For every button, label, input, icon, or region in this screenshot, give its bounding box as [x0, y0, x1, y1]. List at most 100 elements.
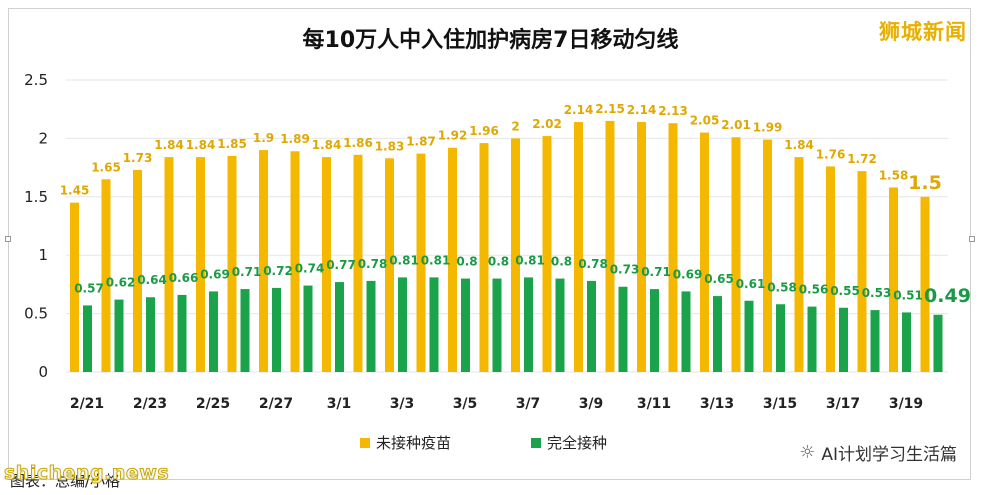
bar-unvaccinated — [511, 138, 520, 372]
x-tick-label: 2/23 — [133, 396, 167, 412]
data-label-unvaccinated: 1.76 — [816, 147, 846, 161]
data-label-vaccinated: 0.58 — [767, 280, 797, 294]
wechat-account: ☼ AI计划学习生活篇 — [799, 440, 957, 465]
data-label-unvaccinated: 2.05 — [690, 114, 720, 128]
legend: 未接种疫苗 完全接种 — [360, 432, 607, 453]
data-label-vaccinated: 0.72 — [263, 264, 293, 278]
bar-vaccinated — [492, 278, 502, 372]
data-label-vaccinated: 0.8 — [456, 255, 477, 269]
x-axis-ticks: 2/21 2/23 2/25 2/27 3/1 3/3 3/5 3/7 3/9 3/11 3/13 3… — [70, 396, 923, 412]
bar-vaccinated — [146, 297, 155, 372]
data-label-unvaccinated: 1.45 — [60, 184, 90, 198]
bar-vaccinated — [303, 285, 313, 372]
data-label-vaccinated: 0.56 — [799, 283, 829, 297]
data-label-vaccinated: 0.53 — [862, 286, 892, 300]
data-label-unvaccinated: 1.87 — [406, 135, 436, 149]
bar-vaccinated — [240, 289, 250, 372]
bar-vaccinated — [366, 280, 376, 372]
data-label-unvaccinated: 1.84 — [154, 138, 184, 152]
x-tick-label: 3/11 — [637, 396, 671, 412]
data-label-vaccinated: 0.78 — [578, 257, 608, 271]
data-label-unvaccinated: 2.15 — [595, 102, 625, 116]
bar-unvaccinated — [353, 154, 363, 372]
bar-unvaccinated — [101, 179, 111, 372]
bar-unvaccinated — [731, 137, 741, 372]
resize-handle-right[interactable] — [969, 236, 975, 242]
x-tick-label: 3/13 — [700, 396, 734, 412]
data-label-vaccinated: 0.66 — [169, 271, 199, 285]
bar-unvaccinated — [385, 158, 394, 372]
data-label-unvaccinated: 2.01 — [721, 118, 751, 132]
x-tick-label: 3/3 — [390, 396, 415, 412]
data-label-unvaccinated: 2.14 — [627, 103, 657, 117]
y-tick-label: 2 — [38, 129, 48, 147]
data-label-unvaccinated: 1.96 — [469, 124, 499, 138]
bar-unvaccinated — [259, 150, 268, 372]
bar-vaccinated — [744, 300, 754, 372]
data-label-unvaccinated: 1.65 — [91, 160, 121, 174]
data-label-vaccinated: 0.65 — [704, 272, 734, 286]
bar-vaccinated — [681, 291, 691, 372]
bar-vaccinated — [272, 287, 281, 372]
x-tick-label: 3/1 — [327, 396, 352, 412]
data-label-vaccinated: 0.57 — [74, 281, 104, 295]
data-label-vaccinated: 0.81 — [515, 253, 545, 267]
bar-unvaccinated — [574, 122, 583, 372]
x-tick-label: 2/21 — [70, 396, 104, 412]
bar-unvaccinated — [889, 187, 898, 372]
y-axis-ticks: 0 0.5 1 1.5 2 2.5 — [24, 71, 48, 381]
data-label-unvaccinated: 1.83 — [375, 139, 405, 153]
data-label-vaccinated: 0.81 — [421, 253, 451, 267]
bar-unvaccinated — [196, 157, 205, 372]
data-labels: 1.45 0.57 1.65 0.62 1.73 0.64 1.84 0.66 1.84 0.69… — [60, 102, 971, 307]
legend-swatch-vaccinated — [531, 437, 542, 448]
source-credit: 图表：总编/小格 — [10, 472, 121, 490]
data-label-vaccinated: 0.69 — [673, 267, 703, 281]
bar-unvaccinated — [668, 123, 678, 372]
data-label-vaccinated: 0.74 — [295, 262, 325, 276]
data-label-vaccinated: 0.62 — [106, 276, 136, 290]
bar-vaccinated — [524, 277, 533, 372]
bar-unvaccinated — [857, 171, 867, 372]
y-tick-label: 1 — [38, 246, 48, 264]
y-tick-label: 2.5 — [24, 71, 48, 89]
x-tick-label: 3/17 — [826, 396, 860, 412]
bar-unvaccinated — [700, 132, 709, 372]
bar-vaccinated — [587, 280, 596, 372]
x-tick-label: 3/19 — [889, 396, 923, 412]
bar-unvaccinated — [164, 157, 174, 372]
data-label-vaccinated: 0.71 — [641, 265, 671, 279]
legend-label-vaccinated: 完全接种 — [547, 434, 608, 452]
x-tick-label: 3/9 — [579, 396, 604, 412]
data-label-vaccinated: 0.8 — [488, 255, 509, 269]
wechat-account-name: AI计划学习生活篇 — [821, 445, 957, 465]
data-label-vaccinated: 0.64 — [137, 273, 167, 287]
x-tick-label: 3/5 — [453, 396, 478, 412]
legend-item-unvaccinated: 未接种疫苗 — [360, 432, 451, 453]
bar-vaccinated — [461, 278, 470, 372]
data-label-vaccinated: 0.49 — [924, 285, 971, 307]
resize-handle-left[interactable] — [5, 236, 11, 242]
x-tick-label: 3/7 — [516, 396, 541, 412]
data-label-vaccinated: 0.8 — [551, 255, 572, 269]
bar-unvaccinated — [227, 155, 237, 372]
data-label-unvaccinated: 2.13 — [658, 104, 688, 118]
data-label-unvaccinated: 1.73 — [123, 151, 153, 165]
x-tick-label: 2/25 — [196, 396, 230, 412]
data-label-vaccinated: 0.71 — [232, 265, 262, 279]
bar-unvaccinated — [542, 136, 552, 372]
wechat-icon: ☼ — [799, 442, 816, 463]
bar-unvaccinated — [448, 147, 457, 372]
data-label-unvaccinated: 2.14 — [564, 103, 594, 117]
bar-unvaccinated — [416, 153, 426, 372]
chart-title: 每10万人中入住加护病房7日移动匀线 — [302, 28, 679, 53]
data-label-unvaccinated: 1.85 — [217, 137, 247, 151]
data-label-vaccinated: 0.69 — [200, 267, 230, 281]
data-label-unvaccinated: 1.84 — [312, 138, 342, 152]
y-tick-label: 1.5 — [24, 188, 48, 206]
data-label-unvaccinated: 1.9 — [253, 131, 274, 145]
watermark: shicheng.news — [3, 462, 170, 485]
bar-vaccinated — [177, 294, 187, 372]
data-label-vaccinated: 0.78 — [358, 257, 388, 271]
